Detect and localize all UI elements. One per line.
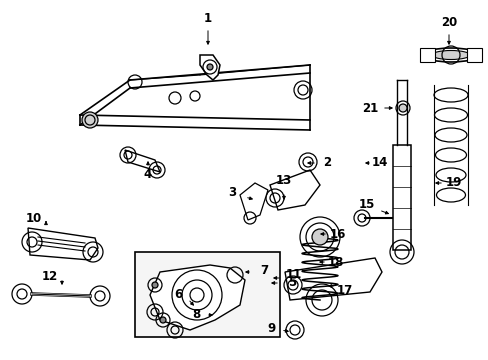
Text: 8: 8 xyxy=(191,307,200,320)
Text: 2: 2 xyxy=(322,157,330,170)
Circle shape xyxy=(160,317,165,323)
Text: 12: 12 xyxy=(42,270,58,283)
Text: 3: 3 xyxy=(227,186,236,199)
Text: 20: 20 xyxy=(440,15,456,28)
Text: 4: 4 xyxy=(143,167,152,180)
Text: 21: 21 xyxy=(361,102,377,114)
Polygon shape xyxy=(28,228,98,260)
Circle shape xyxy=(82,112,98,128)
Polygon shape xyxy=(240,183,267,220)
Text: 7: 7 xyxy=(260,265,267,278)
Text: 10: 10 xyxy=(26,211,42,225)
Ellipse shape xyxy=(436,188,465,202)
Text: 15: 15 xyxy=(358,198,374,211)
Text: 1: 1 xyxy=(203,12,212,24)
Ellipse shape xyxy=(435,148,466,162)
Circle shape xyxy=(206,64,213,70)
Circle shape xyxy=(311,229,327,245)
Bar xyxy=(135,252,280,337)
Polygon shape xyxy=(125,150,160,172)
Text: 13: 13 xyxy=(275,175,291,188)
Bar xyxy=(392,145,410,250)
Ellipse shape xyxy=(435,168,465,182)
Text: 18: 18 xyxy=(327,256,344,269)
Polygon shape xyxy=(150,265,244,330)
Polygon shape xyxy=(419,48,434,62)
Text: 19: 19 xyxy=(445,176,461,189)
Text: 5: 5 xyxy=(287,275,296,288)
Text: 14: 14 xyxy=(371,157,387,170)
Ellipse shape xyxy=(434,128,466,142)
Text: 6: 6 xyxy=(174,288,182,301)
Circle shape xyxy=(398,104,406,112)
Polygon shape xyxy=(269,170,319,210)
Ellipse shape xyxy=(423,48,478,62)
Text: 11: 11 xyxy=(285,269,302,282)
Circle shape xyxy=(152,282,158,288)
Ellipse shape xyxy=(431,50,469,59)
Polygon shape xyxy=(285,258,381,300)
Polygon shape xyxy=(200,55,220,80)
Text: 16: 16 xyxy=(329,228,346,240)
Ellipse shape xyxy=(433,88,467,102)
Ellipse shape xyxy=(434,108,467,122)
Polygon shape xyxy=(466,48,481,62)
Text: 9: 9 xyxy=(266,321,275,334)
Text: 17: 17 xyxy=(336,284,352,297)
